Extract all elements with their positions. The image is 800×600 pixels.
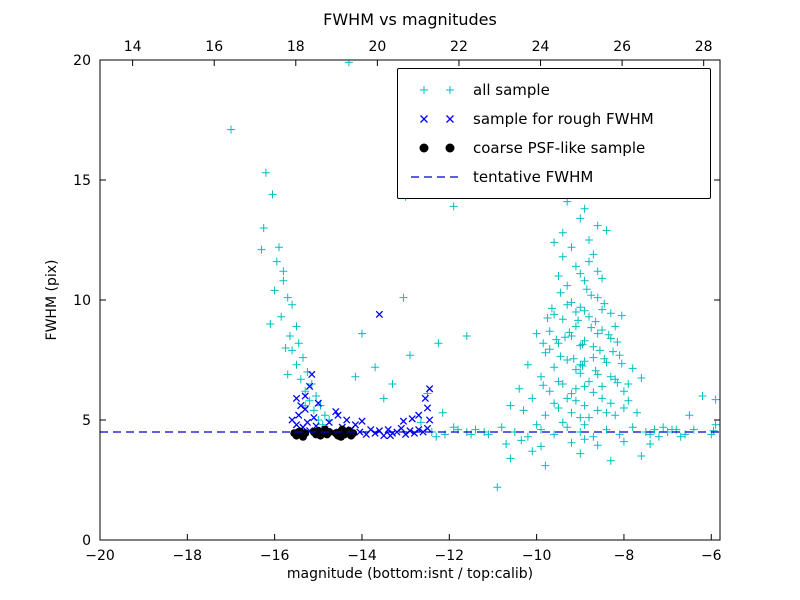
y-tick-label: 0 (82, 533, 91, 549)
y-tick-label: 20 (73, 53, 91, 69)
top-tick-label: 22 (450, 39, 468, 55)
legend-label-psf-sample: coarse PSF-like sample (473, 139, 646, 157)
y-tick-label: 5 (82, 413, 91, 429)
x-tick-label: −8 (614, 548, 635, 564)
x-tick-label: −6 (701, 548, 722, 564)
legend-item-rough-fwhm: sample for rough FWHM (408, 107, 700, 131)
top-tick-label: 26 (613, 39, 631, 55)
plus-marker-icon (420, 86, 454, 94)
top-tick-label: 14 (124, 39, 142, 55)
y-tick-label: 10 (73, 293, 91, 309)
axes-frame (99, 59, 721, 541)
y-tick-label: 15 (73, 173, 91, 189)
series-all-sample (227, 60, 720, 492)
legend-item-tentative-fwhm: tentative FWHM (408, 165, 700, 189)
series-psf-sample-point (337, 432, 345, 441)
y-axis-label: FWHM (pix) (44, 259, 60, 341)
dot-marker-icon (419, 143, 455, 153)
legend: all sample sample for rough FWHM coarse … (397, 68, 711, 199)
top-tick-label: 18 (287, 39, 305, 55)
dashed-line-icon (411, 176, 461, 178)
x-marker-icon (420, 115, 454, 123)
top-tick-label: 28 (695, 39, 713, 55)
legend-label-tentative-fwhm: tentative FWHM (473, 168, 594, 186)
series-psf-sample-point (349, 429, 358, 438)
legend-item-all-sample: all sample (408, 78, 700, 102)
legend-item-psf-sample: coarse PSF-like sample (408, 136, 700, 160)
x-axis-label: magnitude (bottom:isnt / top:calib) (286, 566, 534, 582)
legend-label-rough-fwhm: sample for rough FWHM (473, 110, 654, 128)
x-tick-label: −16 (260, 548, 290, 564)
chart-title: FWHM vs magnitudes (323, 10, 497, 29)
x-tick-label: −18 (173, 548, 203, 564)
x-tick-label: −10 (522, 548, 552, 564)
top-tick-label: 16 (205, 39, 223, 55)
series-psf-sample-point (325, 428, 334, 436)
x-tick-label: −12 (435, 548, 465, 564)
top-tick-label: 20 (368, 39, 386, 55)
legend-label-all-sample: all sample (473, 81, 550, 99)
series-psf-sample-point (315, 428, 324, 437)
x-tick-label: −14 (347, 548, 377, 564)
plot-area (100, 60, 720, 492)
x-tick-label: −20 (85, 548, 115, 564)
top-tick-label: 24 (532, 39, 550, 55)
